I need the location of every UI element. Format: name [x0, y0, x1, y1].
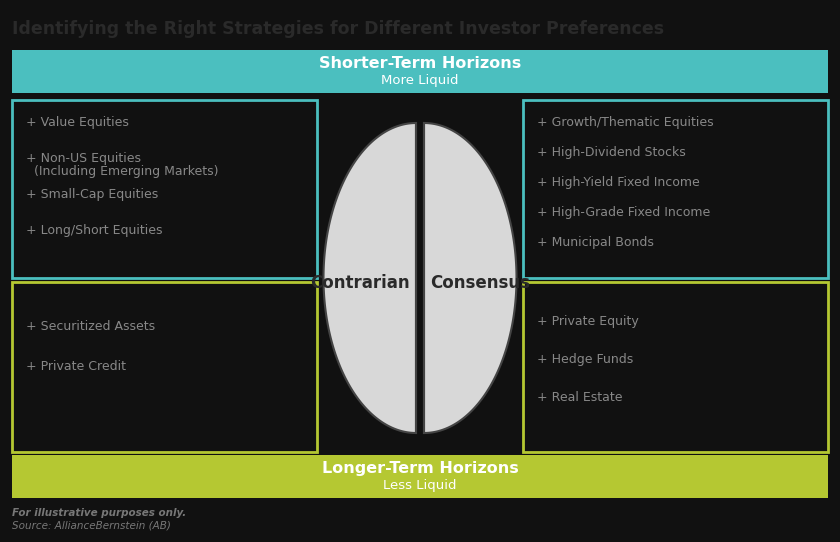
FancyBboxPatch shape — [12, 100, 317, 278]
Text: Contrarian: Contrarian — [310, 274, 410, 292]
Text: + Non-US Equities: + Non-US Equities — [26, 152, 141, 165]
Text: For illustrative purposes only.: For illustrative purposes only. — [12, 508, 186, 518]
Text: + Hedge Funds: + Hedge Funds — [537, 353, 633, 366]
Text: Identifying the Right Strategies for Different Investor Preferences: Identifying the Right Strategies for Dif… — [12, 20, 664, 38]
Text: Less Liquid: Less Liquid — [383, 480, 457, 493]
Text: More Liquid: More Liquid — [381, 74, 459, 87]
Text: + Securitized Assets: + Securitized Assets — [26, 320, 155, 333]
FancyBboxPatch shape — [523, 100, 828, 278]
Polygon shape — [323, 123, 416, 433]
Text: + High-Yield Fixed Income: + High-Yield Fixed Income — [537, 176, 700, 189]
Text: + Growth/Thematic Equities: + Growth/Thematic Equities — [537, 116, 714, 129]
FancyBboxPatch shape — [12, 50, 828, 93]
Text: + Long/Short Equities: + Long/Short Equities — [26, 224, 162, 237]
FancyBboxPatch shape — [12, 455, 828, 498]
Text: Source: AllianceBernstein (AB): Source: AllianceBernstein (AB) — [12, 521, 171, 531]
Polygon shape — [424, 123, 517, 433]
FancyBboxPatch shape — [12, 282, 317, 452]
Text: Longer-Term Horizons: Longer-Term Horizons — [322, 461, 518, 476]
Text: (Including Emerging Markets): (Including Emerging Markets) — [26, 165, 218, 178]
Text: + Private Credit: + Private Credit — [26, 360, 126, 373]
Text: + Municipal Bonds: + Municipal Bonds — [537, 236, 654, 249]
FancyBboxPatch shape — [523, 282, 828, 452]
Text: + Value Equities: + Value Equities — [26, 116, 129, 129]
Text: + Small-Cap Equities: + Small-Cap Equities — [26, 188, 158, 201]
Text: Shorter-Term Horizons: Shorter-Term Horizons — [319, 56, 521, 71]
Text: + Real Estate: + Real Estate — [537, 391, 622, 404]
Text: Consensus: Consensus — [430, 274, 530, 292]
Text: + High-Dividend Stocks: + High-Dividend Stocks — [537, 146, 685, 159]
Text: + Private Equity: + Private Equity — [537, 315, 638, 328]
Text: + High-Grade Fixed Income: + High-Grade Fixed Income — [537, 206, 711, 219]
